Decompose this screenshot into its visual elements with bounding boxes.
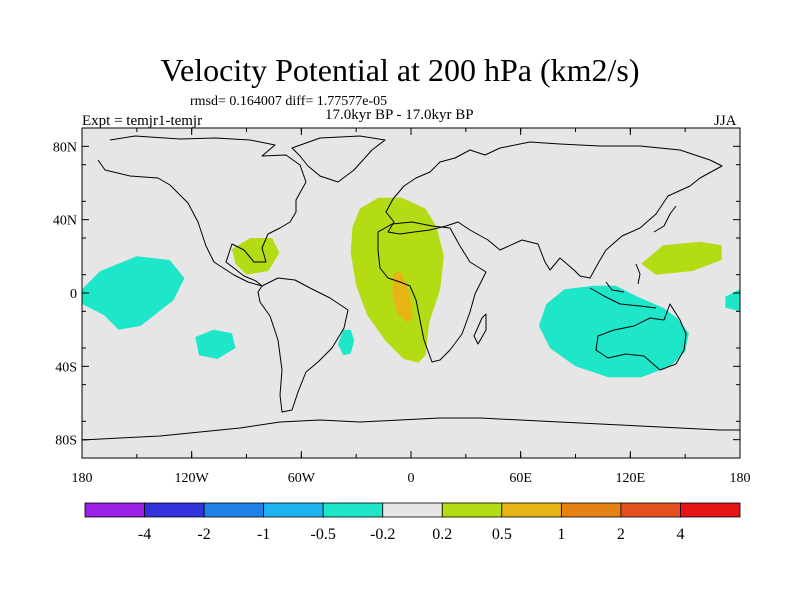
coast-africa [377,221,487,363]
colorbar-swatch [263,502,324,518]
contour-eastern-pacific-negative [82,256,185,330]
contour-south-pacific-negative [195,329,236,359]
lon-tick-label: 60E [509,471,532,486]
plot-area: 80N 40N 0 40S 80S 180 120W 60W 0 60E 120E 180 [53,127,751,486]
colorbar-label: -4 [138,526,151,543]
colorbar-label: 2 [617,526,625,543]
colorbar-swatch [501,502,562,518]
coast-greenland [291,135,386,183]
lat-tick-label: 40N [53,214,77,229]
lon-tick-label: 60W [288,471,316,486]
lat-tick-label: 80N [53,140,77,155]
colorbar-label: -0.5 [311,526,336,543]
coast-madagascar [473,313,487,345]
coast-antarctica [81,417,740,441]
colorbar-swatch [84,502,145,518]
coast-south-america [257,277,349,413]
colorbar-label: 1 [557,526,565,543]
lon-tick-label: 120W [175,471,210,486]
colorbar-label: -1 [257,526,270,543]
colorbar-swatch [322,502,384,518]
colorbar-swatch [441,502,503,518]
lon-tick-label: 120E [616,471,646,486]
colorbar-label: 4 [676,526,684,543]
colorbar-swatch [560,502,622,518]
colorbar-swatch [620,502,681,518]
colorbar-label: -2 [197,526,210,543]
coast-north-america [97,135,307,287]
period-label: 17.0kyr BP - 17.0kyr BP [325,107,474,123]
contour-dateline-edge [725,289,740,312]
coast-indonesia [589,263,657,309]
colorbar-swatch [382,502,443,518]
colorbar-label: 0.2 [432,526,452,543]
contour-indian-ocean-australia [538,285,689,378]
colorbar-label: -0.2 [370,526,395,543]
contour-gulf-of-mexico [231,238,280,275]
lon-tick-label: 180 [72,471,93,486]
lat-tick-label: 0 [70,287,77,302]
colorbar-swatch [680,502,741,518]
experiment-label: Expt = temjr1-temjr [82,113,203,129]
plot-title: Velocity Potential at 200 hPa (km2/s) [160,52,640,88]
lon-tick-label: 0 [408,471,415,486]
colorbar-swatch [144,502,205,518]
lat-tick-label: 40S [55,360,77,375]
contour-south-atlantic-max [392,271,413,323]
coast-japan [653,205,677,233]
stats-label: rmsd= 0.164007 diff= 1.77577e-05 [190,94,388,109]
lon-tick-label: 180 [730,471,751,486]
contour-western-pacific [641,241,722,275]
contour-south-atlantic-negative [337,329,355,356]
coast-australia [595,303,687,371]
coastlines [81,135,740,441]
season-label: JJA [714,113,737,129]
colorbar-label: 0.5 [492,526,512,543]
lat-tick-label: 80S [55,434,77,449]
coast-eurasia [385,141,723,279]
colorbar-swatch [203,502,265,518]
colorbar: -4 -2 -1 -0.5 -0.2 0.2 0.5 1 2 4 [84,502,741,543]
